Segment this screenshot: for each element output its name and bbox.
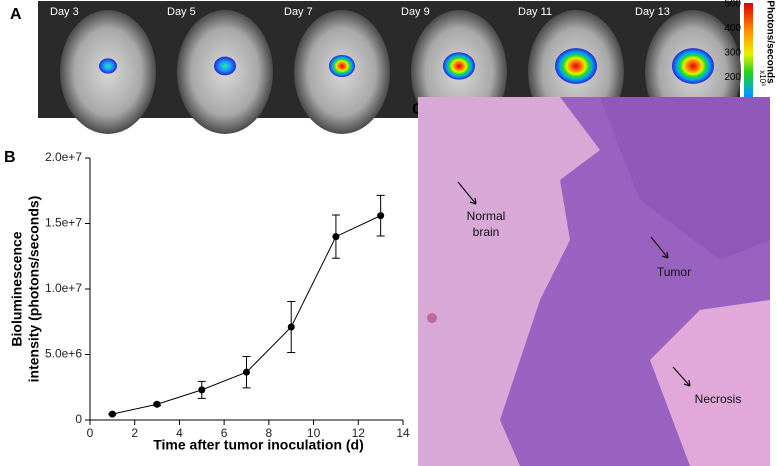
colorbar-unit: x10³ bbox=[758, 70, 767, 86]
x-tick-label: 4 bbox=[176, 426, 183, 440]
annotation: brain bbox=[473, 225, 500, 239]
day-label: Day 7 bbox=[284, 6, 313, 18]
data-point bbox=[243, 368, 250, 376]
annotation: Necrosis bbox=[695, 392, 742, 406]
colorbar bbox=[744, 3, 753, 116]
day-label: Day 9 bbox=[401, 6, 430, 18]
colorbar-tick: 200 bbox=[724, 72, 741, 83]
chart: 0 5.0e+6 1.0e+7 1.5e+7 2.0e+7 0 2 4 6 8 10 12 14 Time… bbox=[9, 150, 410, 453]
x-tick-label: 14 bbox=[396, 426, 410, 440]
y-tick-label: 1.5e+7 bbox=[45, 216, 82, 230]
signal bbox=[443, 52, 475, 80]
colorbar-label: Photons/seconds bbox=[764, 0, 775, 84]
histology-image bbox=[418, 97, 770, 466]
x-tick-label: 2 bbox=[131, 426, 138, 440]
colorbar-tick: 300 bbox=[724, 48, 741, 59]
colorbar-tick: 500 bbox=[724, 0, 741, 10]
signal bbox=[329, 54, 355, 78]
data-point bbox=[377, 212, 385, 220]
y-tick-label: 2.0e+7 bbox=[45, 150, 82, 164]
x-tick-label: 8 bbox=[266, 426, 273, 440]
x-tick-label: 10 bbox=[307, 426, 321, 440]
data-point bbox=[108, 410, 116, 418]
y-axis-label: Bioluminescence bbox=[9, 231, 25, 346]
data-point bbox=[153, 400, 161, 408]
day-label: Day 3 bbox=[50, 6, 79, 18]
signal bbox=[99, 58, 117, 74]
x-axis-label: Time after tumor inoculation (d) bbox=[153, 437, 364, 453]
day-label: Day 11 bbox=[518, 6, 552, 18]
y-axis-label: intensity (photons/seconds) bbox=[26, 196, 42, 383]
signal bbox=[214, 56, 236, 76]
colorbar-tick: 400 bbox=[724, 23, 741, 34]
data-point bbox=[198, 386, 206, 394]
y-tick-label: 1.0e+7 bbox=[45, 281, 82, 295]
signal bbox=[555, 48, 597, 84]
signal bbox=[672, 48, 714, 84]
panel-label: A bbox=[10, 6, 22, 23]
x-tick-label: 6 bbox=[221, 426, 228, 440]
annotation: Normal bbox=[467, 209, 506, 223]
x-tick-label: 12 bbox=[352, 426, 366, 440]
y-tick-label: 0 bbox=[75, 412, 82, 426]
x-tick-label: 0 bbox=[87, 426, 94, 440]
panel-label: B bbox=[4, 149, 16, 166]
y-tick-label: 5.0e+6 bbox=[45, 347, 82, 361]
day-label: Day 5 bbox=[167, 6, 196, 18]
data-point bbox=[287, 323, 295, 331]
data-point bbox=[332, 233, 340, 241]
annotation: Tumor bbox=[657, 265, 691, 279]
day-label: Day 13 bbox=[635, 6, 670, 18]
